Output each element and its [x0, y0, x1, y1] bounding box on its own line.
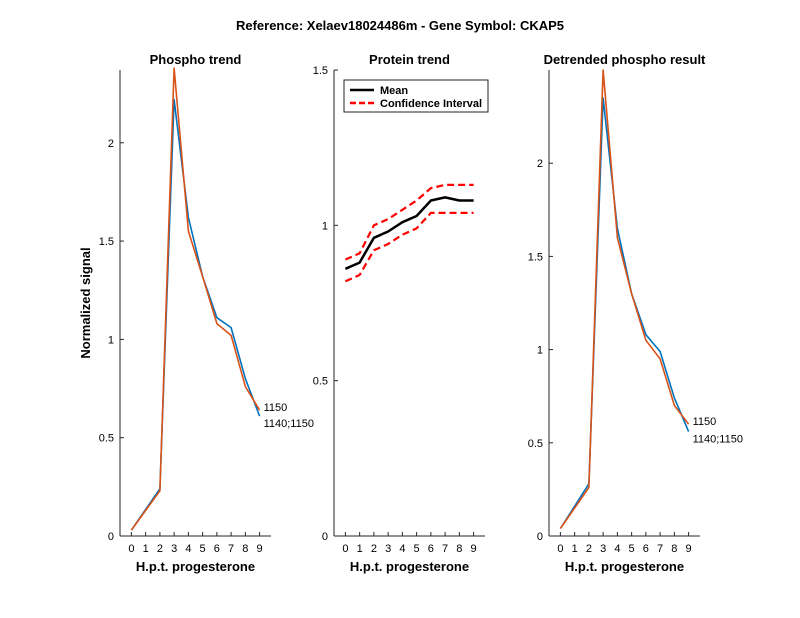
phospho-trend-xtick-label: 4 [185, 543, 191, 555]
protein-trend-legend-box [343, 79, 489, 113]
protein-trend-ytick-label: 0.5 [313, 376, 328, 388]
protein-trend-xtick-label: 0 [342, 543, 348, 555]
detrended-phospho-xtick-label: 5 [629, 543, 635, 555]
phospho-trend-ytick-label: 1.5 [99, 236, 114, 248]
protein-trend-ytick-label: 1.5 [313, 65, 328, 77]
detrended-phospho-ytick-label: 1.5 [528, 251, 543, 263]
detrended-phospho-xtick-label: 6 [643, 543, 649, 555]
phospho-trend-xtick-label: 1 [143, 543, 149, 555]
protein-trend-xtick-label: 8 [456, 543, 462, 555]
protein-trend-xtick-label: 7 [442, 543, 448, 555]
protein-trend-xtick-label: 9 [471, 543, 477, 555]
phospho-trend-ytick-label: 0.5 [99, 433, 114, 445]
phospho-trend-xtick-label: 2 [157, 543, 163, 555]
detrended-phospho-series-line-1 [559, 97, 690, 529]
detrended-phospho-xtick-label: 4 [614, 543, 620, 555]
detrended-phospho-panel: Detrended phospho result H.p.t. progeste… [528, 52, 743, 574]
phospho-trend-xtick-label: 5 [200, 543, 206, 555]
phospho-trend-ytick-label: 2 [108, 138, 114, 150]
figure-suptitle: Reference: Xelaev18024486m - Gene Symbol… [236, 18, 564, 33]
phospho-trend-xtick-label: 7 [228, 543, 234, 555]
protein-trend-xlabel: H.p.t. progesterone [350, 559, 469, 574]
detrended-phospho-xtick-label: 8 [671, 543, 677, 555]
detrended-phospho-ytick-label: 2 [537, 158, 543, 170]
phospho-trend-xtick-label: 3 [171, 543, 177, 555]
phospho-trend-ytick-label: 1 [108, 334, 114, 346]
protein-trend-series-line-3 [344, 211, 474, 283]
protein-trend-xtick-label: 5 [414, 543, 420, 555]
detrended-phospho-xtick-label: 0 [557, 543, 563, 555]
detrended-phospho-ytick-label: 1 [537, 345, 543, 357]
detrended-phospho-series-label: 1150 [693, 416, 717, 428]
detrended-phospho-xtick-label: 7 [657, 543, 663, 555]
phospho-trend-xtick-label: 8 [242, 543, 248, 555]
detrended-phospho-xtick-label: 2 [586, 543, 592, 555]
protein-trend-xtick-label: 3 [385, 543, 391, 555]
phospho-trend-title: Phospho trend [150, 52, 242, 67]
detrended-phospho-series-line-2 [559, 69, 690, 529]
protein-trend-legend-label: Mean [380, 85, 408, 97]
phospho-trend-series-label: 1140;1150 [264, 418, 314, 430]
protein-trend-series-line-2 [344, 183, 474, 261]
protein-trend-xtick-label: 4 [399, 543, 405, 555]
phospho-trend-series-line-2 [130, 67, 261, 531]
detrended-phospho-xtick-label: 1 [572, 543, 578, 555]
protein-trend-ytick-label: 1 [322, 220, 328, 232]
detrended-phospho-xtick-label: 3 [600, 543, 606, 555]
protein-trend-legend-label: Confidence Interval [380, 98, 482, 110]
phospho-trend-series-label: 1150 [264, 402, 288, 414]
phospho-trend-xlabel: H.p.t. progesterone [136, 559, 255, 574]
detrended-phospho-xlabel: H.p.t. progesterone [565, 559, 684, 574]
detrended-phospho-xtick-label: 9 [686, 543, 692, 555]
phospho-trend-panel: Phospho trend H.p.t. progesterone Normal… [78, 52, 314, 574]
phospho-trend-series-line-1 [130, 98, 261, 531]
phospho-trend-xtick-label: 0 [128, 543, 134, 555]
protein-trend-xtick-label: 2 [371, 543, 377, 555]
protein-trend-xtick-label: 6 [428, 543, 434, 555]
protein-trend-ytick-label: 0 [322, 531, 328, 543]
detrended-phospho-title: Detrended phospho result [544, 52, 706, 67]
phospho-trend-xtick-label: 9 [257, 543, 263, 555]
phospho-trend-xtick-label: 6 [214, 543, 220, 555]
protein-trend-title: Protein trend [369, 52, 450, 67]
detrended-phospho-ytick-label: 0 [537, 531, 543, 543]
phospho-trend-ytick-label: 0 [108, 531, 114, 543]
phospho-trend-ylabel: Normalized signal [78, 247, 93, 358]
detrended-phospho-series-label: 1140;1150 [693, 434, 743, 446]
protein-trend-series-line-1 [344, 196, 474, 270]
detrended-phospho-ytick-label: 0.5 [528, 438, 543, 450]
protein-trend-xtick-label: 1 [357, 543, 363, 555]
